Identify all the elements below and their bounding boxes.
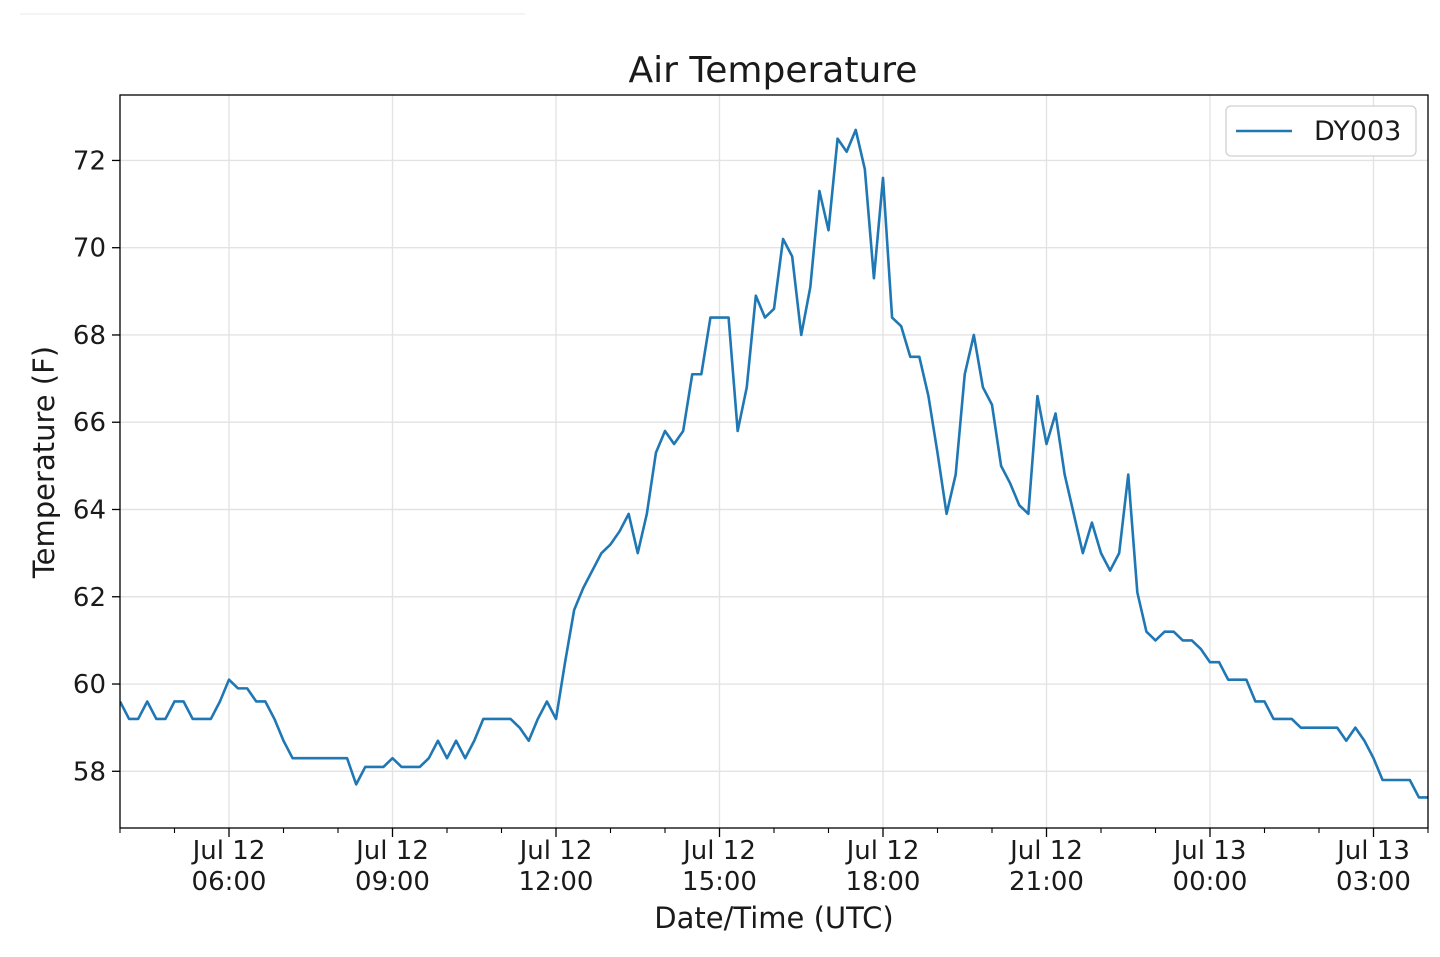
x-tick-label-time: 09:00 — [355, 867, 430, 897]
x-tick-label-time: 12:00 — [519, 867, 594, 897]
y-tick-label: 64 — [73, 495, 106, 525]
x-tick-label-time: 00:00 — [1173, 867, 1248, 897]
plot-frame — [120, 95, 1428, 828]
y-tick-label: 70 — [73, 234, 106, 264]
x-tick-label-time: 06:00 — [192, 867, 267, 897]
y-axis: 58 60 62 64 66 68 70 72 — [73, 146, 120, 787]
y-tick: 68 — [73, 321, 120, 351]
legend: DY003 — [1226, 106, 1416, 156]
y-tick: 58 — [73, 757, 120, 787]
chart-title: Air Temperature — [629, 50, 918, 91]
y-tick-label: 58 — [73, 757, 106, 787]
grid-lines — [120, 95, 1428, 828]
x-tick-label-time: 18:00 — [846, 867, 921, 897]
y-tick-label: 60 — [73, 670, 106, 700]
x-tick-label-date: Jul 12 — [845, 836, 920, 866]
x-tick-label-time: 21:00 — [1009, 867, 1084, 897]
x-tick-label-date: Jul 12 — [518, 836, 593, 866]
y-tick-label: 68 — [73, 321, 106, 351]
x-tick-label-date: Jul 12 — [191, 836, 266, 866]
x-tick-label-date: Jul 12 — [1008, 836, 1083, 866]
x-tick-label-date: Jul 12 — [354, 836, 429, 866]
y-axis-label: Temperature (F) — [27, 346, 61, 579]
x-tick-label-date: Jul 12 — [681, 836, 756, 866]
legend-label: DY003 — [1314, 116, 1401, 147]
y-tick: 72 — [73, 146, 120, 176]
y-tick: 60 — [73, 670, 120, 700]
y-tick: 66 — [73, 408, 120, 438]
series-line-dy003 — [120, 130, 1428, 798]
y-tick-label: 66 — [73, 408, 106, 438]
x-tick-label-date: Jul 13 — [1172, 836, 1247, 866]
y-tick: 70 — [73, 234, 120, 264]
y-tick: 64 — [73, 495, 120, 525]
series-layer — [120, 130, 1428, 798]
x-axis-label: Date/Time (UTC) — [654, 901, 893, 935]
y-tick: 62 — [73, 583, 120, 613]
x-tick-label-date: Jul 13 — [1335, 836, 1410, 866]
x-tick-label-time: 15:00 — [682, 867, 757, 897]
y-tick-label: 72 — [73, 146, 106, 176]
x-tick-label-time: 03:00 — [1336, 867, 1411, 897]
y-tick-label: 62 — [73, 583, 106, 613]
